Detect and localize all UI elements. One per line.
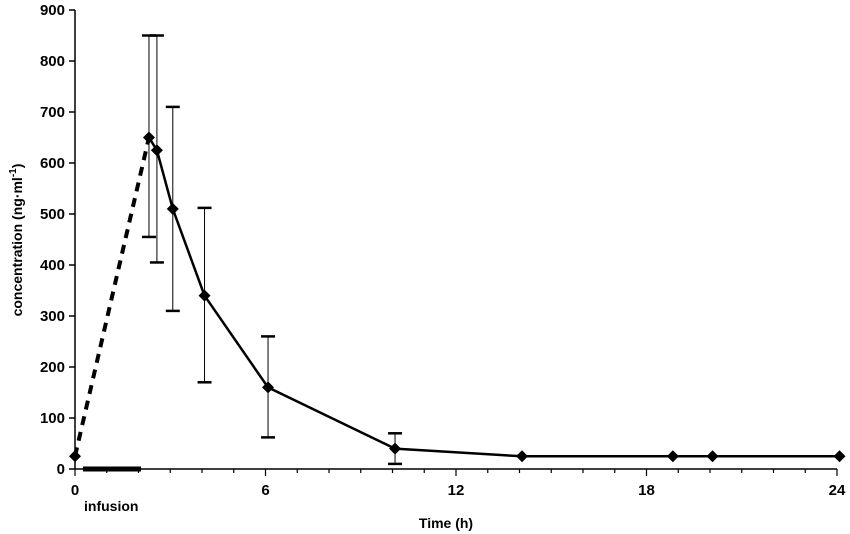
y-tick-label-0: 0 bbox=[57, 461, 65, 478]
y-tick-label-500: 500 bbox=[40, 206, 65, 223]
infusion-label: infusion bbox=[84, 498, 138, 514]
x-tick-label-18: 18 bbox=[638, 482, 655, 499]
data-point-5 bbox=[262, 381, 275, 394]
infusion-dashed-line bbox=[73, 137, 151, 457]
y-tick-label-600: 600 bbox=[40, 155, 65, 172]
data-point-4 bbox=[198, 289, 211, 302]
y-tick-label-900: 900 bbox=[40, 2, 65, 19]
y-tick-label-300: 300 bbox=[40, 308, 65, 325]
data-point-1 bbox=[142, 131, 155, 144]
y-tick-label-800: 800 bbox=[40, 53, 65, 70]
data-point-9 bbox=[706, 450, 719, 463]
data-point-2 bbox=[150, 144, 163, 157]
y-axis-title-superscript: -1 bbox=[8, 168, 19, 177]
x-tick-label-0: 0 bbox=[71, 482, 79, 499]
data-point-3 bbox=[166, 202, 179, 215]
y-tick-label-400: 400 bbox=[40, 257, 65, 274]
y-tick-label-700: 700 bbox=[40, 104, 65, 121]
y-axis-title-main: concentration (ng·ml bbox=[9, 177, 25, 316]
y-axis-title: concentration (ng·ml-1) bbox=[8, 164, 25, 317]
x-tick-label-24: 24 bbox=[829, 482, 846, 499]
data-point-7 bbox=[516, 450, 529, 463]
y-tick-label-100: 100 bbox=[40, 410, 65, 427]
data-point-8 bbox=[666, 450, 679, 463]
data-markers bbox=[69, 131, 846, 463]
x-tick-label-12: 12 bbox=[448, 482, 465, 499]
data-point-10 bbox=[833, 450, 846, 463]
concentration-series-line bbox=[147, 136, 840, 458]
y-tick-label-200: 200 bbox=[40, 359, 65, 376]
data-point-0 bbox=[69, 450, 81, 463]
y-axis-title-close: ) bbox=[9, 164, 25, 169]
x-axis-title: Time (h) bbox=[419, 515, 473, 531]
x-tick-label-6: 6 bbox=[261, 482, 269, 499]
data-point-6 bbox=[389, 442, 402, 455]
series-lines bbox=[73, 136, 840, 458]
error-bars bbox=[141, 34, 403, 466]
axes bbox=[74, 10, 837, 470]
tick-labels: 0 100 200 300 400 500 600 700 800 900 0 6 12 18 24 bbox=[40, 2, 846, 499]
